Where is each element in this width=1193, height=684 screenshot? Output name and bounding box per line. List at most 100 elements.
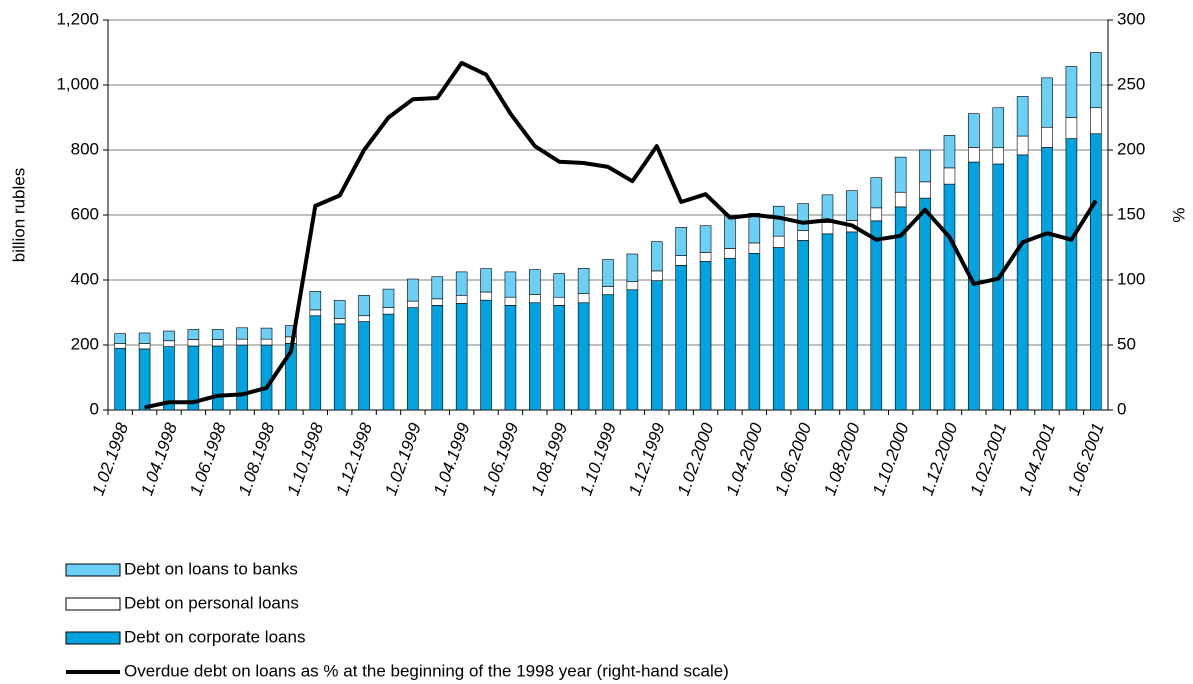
bar [114, 343, 126, 349]
x-tick-label: 1.04.2001 [1015, 420, 1059, 498]
bar [260, 327, 273, 340]
bar [821, 233, 834, 411]
legend-swatch [65, 563, 121, 577]
bar [675, 227, 687, 256]
bar [699, 252, 712, 262]
bar [577, 293, 590, 304]
bar [626, 253, 639, 282]
bar [333, 323, 346, 411]
bar [894, 191, 907, 208]
x-tick-label: 1.08.1999 [527, 420, 571, 498]
bar [529, 302, 541, 411]
bar [846, 231, 858, 411]
y-tick-label: 0 [90, 399, 99, 418]
bar [821, 194, 834, 223]
bar [968, 161, 980, 411]
bar [138, 332, 151, 344]
bar [114, 347, 126, 411]
bar [626, 281, 639, 291]
bar [529, 294, 541, 304]
x-tick-label: 1.12.2000 [918, 420, 962, 498]
bar [992, 107, 1005, 149]
legend-label: Debt on loans to banks [124, 559, 298, 578]
bar [382, 288, 395, 308]
y2-tick-label: 250 [1117, 74, 1145, 93]
y-tick-label: 800 [71, 139, 99, 158]
bar [1065, 66, 1078, 118]
x-tick-label: 1.10.2000 [869, 420, 913, 498]
bar [724, 215, 736, 249]
bar [504, 271, 517, 298]
x-tick-label: 1.10.1999 [576, 420, 620, 498]
bar [650, 270, 663, 281]
x-tick-label: 1.06.1999 [479, 420, 523, 498]
bar [480, 291, 492, 301]
y2-tick-label: 50 [1117, 334, 1136, 353]
bar [236, 327, 248, 340]
bar [1065, 117, 1078, 139]
bar [187, 339, 200, 347]
bar [919, 181, 931, 199]
y-tick-label: 400 [71, 269, 99, 288]
bar [260, 338, 273, 346]
bar [870, 177, 883, 209]
bar [407, 300, 419, 308]
y2-tick-label: 0 [1117, 399, 1126, 418]
bar [870, 207, 883, 222]
bar [236, 344, 248, 411]
bar [114, 333, 126, 344]
bar [431, 298, 444, 306]
y2-tick-label: 200 [1117, 139, 1145, 158]
bar [431, 305, 444, 411]
bar [504, 296, 517, 306]
y2-tick-label: 100 [1117, 269, 1145, 288]
bar [211, 339, 224, 347]
bar [675, 265, 687, 411]
bar [431, 276, 444, 300]
y-tick-label: 1,200 [56, 9, 99, 28]
legend-swatch [65, 597, 121, 611]
x-tick-label: 1.04.2000 [723, 420, 767, 498]
bar [1090, 107, 1102, 135]
y2-tick-label: 300 [1117, 9, 1145, 28]
x-tick-label: 1.02.2000 [674, 420, 718, 498]
bar [260, 344, 273, 411]
bar [797, 240, 809, 411]
bar [480, 268, 492, 293]
x-tick-label: 1.06.2000 [771, 420, 815, 498]
bar [187, 329, 200, 340]
legend-label: Debt on personal loans [124, 593, 299, 612]
bar [138, 348, 151, 411]
bar [1041, 77, 1053, 128]
bar [821, 222, 834, 235]
bar [1041, 126, 1053, 148]
bar [163, 330, 175, 342]
bar [919, 149, 931, 183]
bar [382, 313, 395, 411]
bar [333, 318, 346, 325]
bar [455, 271, 468, 296]
bar [236, 338, 248, 346]
bar [553, 273, 566, 298]
y2-axis-label: % [1169, 207, 1188, 222]
bar [455, 294, 468, 304]
bar [846, 190, 858, 221]
y2-tick-label: 150 [1117, 204, 1145, 223]
bar [163, 340, 175, 347]
x-tick-label: 1.08.1998 [235, 420, 279, 498]
y-tick-label: 200 [71, 334, 99, 353]
bar [724, 257, 736, 411]
bar [1065, 138, 1078, 411]
bar [358, 315, 370, 322]
bar [211, 329, 224, 340]
bar [602, 286, 614, 295]
bar [309, 315, 322, 411]
bar [529, 269, 541, 295]
bar [577, 302, 590, 411]
x-tick-label: 1.04.1998 [137, 420, 181, 498]
x-tick-label: 1.12.1998 [332, 420, 376, 498]
bar [504, 305, 517, 411]
bar [968, 147, 980, 163]
bar [626, 289, 639, 411]
x-tick-label: 1.08.2000 [820, 420, 864, 498]
